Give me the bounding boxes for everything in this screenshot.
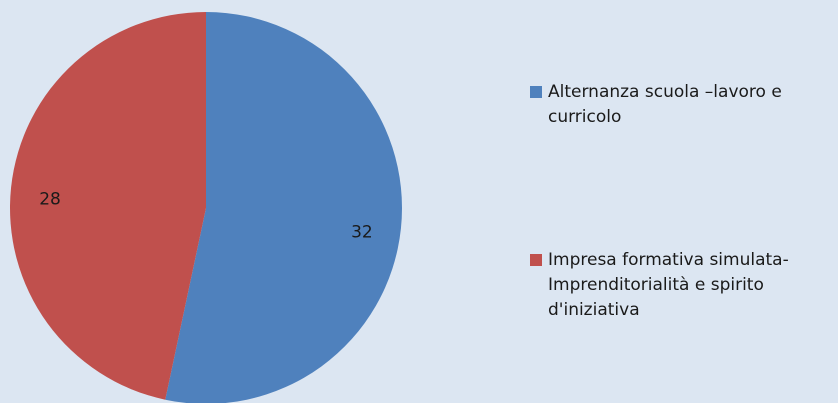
legend-item: Alternanza scuola –lavoro e curricolo bbox=[530, 80, 835, 130]
legend-label: Alternanza scuola –lavoro e curricolo bbox=[548, 82, 782, 127]
pie-slice bbox=[165, 12, 402, 403]
legend-swatch bbox=[530, 254, 542, 266]
data-label: 32 bbox=[351, 222, 373, 242]
legend-label: Impresa formativa simulata-Imprenditoria… bbox=[548, 250, 789, 320]
pie-slice bbox=[10, 12, 207, 400]
legend-swatch bbox=[530, 86, 542, 98]
legend-item: Impresa formativa simulata-Imprenditoria… bbox=[530, 248, 835, 323]
data-label: 28 bbox=[39, 190, 61, 210]
